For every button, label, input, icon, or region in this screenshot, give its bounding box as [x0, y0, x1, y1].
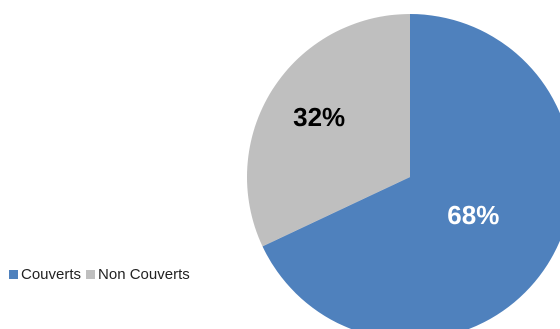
legend-swatch-couverts: [9, 270, 18, 279]
pie-slice-non-couverts: [247, 14, 410, 247]
legend-label-couverts: Couverts: [21, 266, 82, 283]
legend-item-couverts: Couverts: [9, 266, 81, 283]
chart-legend: Couverts Non Couverts: [9, 266, 195, 283]
data-label-couverts: 68%: [447, 200, 499, 230]
legend-swatch-non-couverts: [86, 270, 96, 279]
legend-item-non-couverts: Non Couverts: [86, 266, 190, 283]
pie-slice-couverts: [262, 14, 560, 329]
legend-label-non-couverts: Non Couverts: [98, 266, 190, 283]
data-label-non-couverts: 32%: [293, 102, 345, 132]
